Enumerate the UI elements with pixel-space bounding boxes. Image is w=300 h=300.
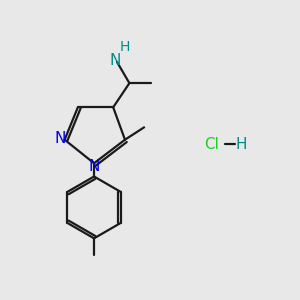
Text: Cl: Cl — [204, 136, 219, 152]
Text: H: H — [120, 40, 130, 54]
Text: N: N — [88, 159, 100, 174]
Text: N: N — [55, 131, 66, 146]
Text: N: N — [110, 53, 121, 68]
Text: H: H — [236, 136, 247, 152]
